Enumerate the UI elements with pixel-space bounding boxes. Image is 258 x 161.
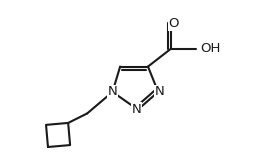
Text: O: O (168, 17, 179, 30)
Text: N: N (132, 103, 141, 116)
Text: OH: OH (200, 42, 220, 55)
Text: N: N (155, 85, 164, 98)
Text: N: N (108, 85, 117, 98)
